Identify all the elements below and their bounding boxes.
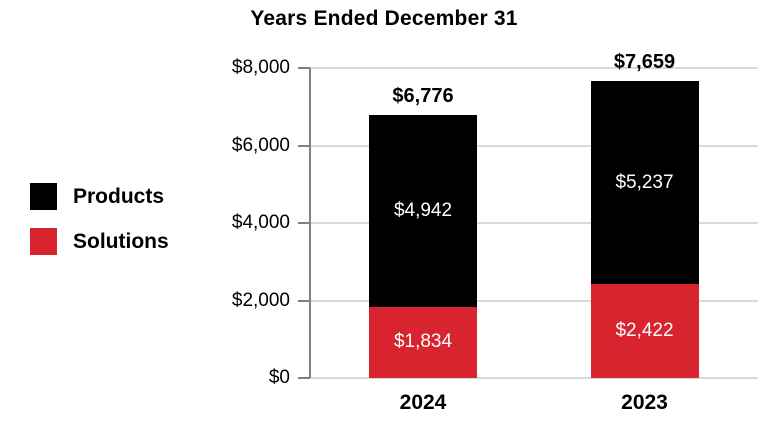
plot-area: $8,000 $6,000 $4,000 $2,000 $0 $1,834 $4,942 $6… — [232, 51, 758, 414]
chart-title: Years Ended December 31 — [250, 7, 518, 30]
y-axis-tick-label: $4,000 — [231, 212, 290, 233]
bar-segment-solutions-2023: $2,422 — [590, 284, 699, 378]
legend-item-solutions: Solutions — [30, 228, 169, 255]
bar-total-label: $7,659 — [613, 51, 676, 74]
legend-swatch-products — [30, 183, 57, 210]
segment-value-label: $2,422 — [615, 320, 674, 342]
segment-value-label: $5,237 — [615, 171, 674, 193]
x-axis-category-label: 2023 — [621, 391, 668, 414]
axis-tick — [298, 222, 310, 224]
y-axis-tick-label: $6,000 — [231, 134, 290, 156]
axis-tick — [298, 377, 310, 379]
bar-segment-products-2024: $4,942 — [369, 115, 477, 307]
legend-label: Products — [73, 185, 165, 208]
bar-segment-products-2023: $5,237 — [590, 81, 699, 285]
y-axis-tick-label: $2,000 — [231, 289, 290, 311]
segment-value-label: $1,834 — [393, 331, 453, 353]
axis-tick — [298, 67, 310, 69]
legend-item-products: Products — [30, 183, 169, 210]
gridline — [310, 144, 758, 147]
legend-swatch-solutions — [30, 228, 57, 255]
gridline — [310, 222, 758, 224]
legend-label: Solutions — [73, 230, 169, 253]
gridline — [310, 67, 758, 69]
axis-tick — [298, 299, 310, 302]
bar-total-label: $6,776 — [392, 85, 454, 108]
axis-tick — [298, 144, 310, 147]
y-axis-tick-label: $8,000 — [231, 57, 290, 78]
y-axis-line — [309, 68, 311, 378]
gridline — [310, 377, 758, 379]
segment-value-label: $4,942 — [393, 200, 453, 222]
gridline — [310, 299, 758, 302]
x-axis-category-label: 2024 — [399, 391, 447, 414]
legend: Products Solutions — [30, 183, 169, 273]
bar-segment-solutions-2024: $1,834 — [369, 306, 477, 378]
y-axis-tick-label: $0 — [268, 367, 290, 388]
